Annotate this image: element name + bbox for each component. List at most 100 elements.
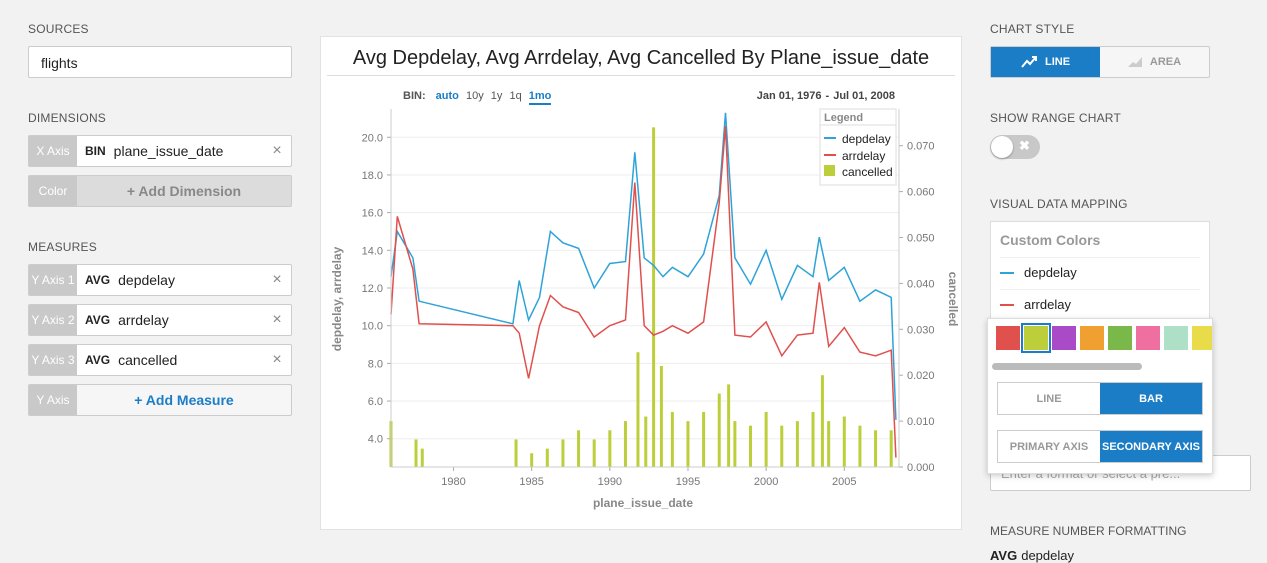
swatch-yellow[interactable] [1192, 326, 1212, 350]
type-bar-button[interactable]: BAR [1100, 383, 1202, 414]
line-arrdelay [390, 125, 897, 458]
mapping-row-arrdelay[interactable]: arrdelay [1000, 289, 1200, 319]
bar-cancelled [702, 411, 706, 467]
bin-option-1mo[interactable]: 1mo [528, 90, 552, 105]
bar-cancelled [874, 430, 878, 467]
remove-measure-icon[interactable]: × [272, 311, 282, 328]
swatch-red[interactable] [996, 326, 1020, 350]
swatch-scrollbar[interactable] [992, 363, 1142, 370]
legend-item-cancelled: cancelled [842, 165, 893, 179]
y-tick-label: 20.0 [362, 132, 383, 144]
primary-axis-button[interactable]: PRIMARY AXIS [1009, 440, 1089, 453]
source-select[interactable]: flights [28, 46, 292, 78]
swatch-mint[interactable] [1164, 326, 1188, 350]
y2-tick-label: 0.010 [907, 416, 935, 428]
range-chart-toggle[interactable]: ✖ [990, 135, 1040, 159]
chart-style-toggle: LINE AREA [990, 46, 1210, 78]
x-tick-label: 1990 [598, 476, 622, 488]
measure-field: arrdelay [118, 312, 169, 328]
bar-cancelled [659, 366, 663, 467]
date-dash: - [825, 90, 830, 102]
bar-cancelled [827, 421, 831, 467]
y2-tick-label: 0.050 [907, 233, 935, 245]
secondary-axis-button[interactable]: SECONDARY AXIS [1100, 431, 1202, 462]
measure-agg[interactable]: AVG [85, 313, 111, 327]
chart-card: Avg Depdelay, Avg Arrdelay, Avg Cancelle… [320, 36, 962, 530]
mapping-label-depdelay: depdelay [1024, 265, 1077, 280]
bar-cancelled [764, 411, 768, 467]
x-tick-label: 1995 [676, 476, 700, 488]
add-dimension-button[interactable]: Color + Add Dimension [28, 175, 292, 207]
swatch-orange[interactable] [1080, 326, 1104, 350]
add-measure-label: + Add Measure [134, 392, 234, 408]
measures-label: MEASURES [28, 240, 97, 254]
y-tick-label: 4.0 [368, 434, 383, 446]
mapping-row-depdelay[interactable]: depdelay [1000, 257, 1200, 287]
y-axis-3-tag: Y Axis 3 [29, 345, 77, 375]
type-line-button[interactable]: LINE [1036, 392, 1062, 405]
color-swatch-depdelay [1000, 271, 1014, 274]
date-start[interactable]: Jan 01, 1976 [756, 90, 822, 102]
measure-agg[interactable]: AVG [85, 353, 111, 367]
chart-style-label: CHART STYLE [990, 22, 1075, 36]
swatch-pink[interactable] [1136, 326, 1160, 350]
bar-cancelled [733, 421, 737, 467]
bar-cancelled [608, 430, 612, 467]
axes: 4.0 6.0 8.0 10.0 12.0 14.0 16.0 18.0 20.0 0.000 0.… [362, 109, 935, 488]
x-tick-label: 1985 [519, 476, 543, 488]
swatch-purple[interactable] [1052, 326, 1076, 350]
bar-cancelled [561, 439, 565, 467]
chart-title: Avg Depdelay, Avg Arrdelay, Avg Cancelle… [352, 47, 930, 69]
measure-y-axis-3[interactable]: Y Axis 3 AVG cancelled × [28, 344, 292, 376]
dimension-x-axis[interactable]: X Axis BIN plane_issue_date × [28, 135, 292, 167]
measure-agg[interactable]: AVG [85, 273, 111, 287]
legend-title: Legend [824, 112, 863, 124]
bar-cancelled [514, 439, 518, 467]
bar-cancelled [889, 430, 893, 467]
remove-measure-icon[interactable]: × [272, 271, 282, 288]
y-tick-label: 6.0 [368, 396, 383, 408]
y-tick-label: 12.0 [362, 283, 383, 295]
color-swatch-arrdelay [1000, 303, 1014, 306]
bin-option-auto[interactable]: auto [435, 90, 459, 102]
y2-tick-label: 0.020 [907, 370, 935, 382]
line-depdelay [390, 112, 897, 420]
mapping-label-arrdelay: arrdelay [1024, 297, 1071, 312]
style-line-button[interactable]: LINE [991, 47, 1100, 77]
chart-svg[interactable]: 4.0 6.0 8.0 10.0 12.0 14.0 16.0 18.0 20.0 0.000 0.… [321, 37, 963, 531]
bin-option-1y[interactable]: 1y [490, 90, 503, 102]
add-measure-button[interactable]: Y Axis + Add Measure [28, 384, 292, 416]
bar-cancelled [820, 375, 824, 467]
y-axis-label: depdelay, arrdelay [330, 246, 344, 351]
toggle-off-icon: ✖ [1019, 138, 1030, 153]
swatch-lime[interactable] [1021, 323, 1051, 353]
measure-y-axis-2[interactable]: Y Axis 2 AVG arrdelay × [28, 304, 292, 336]
y2-axis-label: cancelled [946, 272, 960, 327]
dimension-agg[interactable]: BIN [85, 144, 106, 158]
bar-cancelled [636, 352, 640, 467]
y-tick-label: 14.0 [362, 245, 383, 257]
bin-option-1q[interactable]: 1q [509, 90, 522, 102]
bin-option-10y[interactable]: 10y [465, 90, 484, 102]
y-tick-label: 10.0 [362, 321, 383, 333]
date-end[interactable]: Jul 01, 2008 [833, 90, 895, 102]
x-axis-label: plane_issue_date [593, 496, 693, 510]
remove-measure-icon[interactable]: × [272, 351, 282, 368]
measure-format-item: AVG depdelay [990, 548, 1074, 563]
legend-swatch-arrdelay [824, 154, 836, 156]
bar-cancelled [644, 416, 648, 467]
x-tick-label: 1980 [441, 476, 465, 488]
style-area-button[interactable]: AREA [1100, 47, 1209, 77]
bar-cancelled [717, 393, 721, 467]
bar-cancelled [749, 425, 753, 467]
y2-tick-label: 0.030 [907, 324, 935, 336]
color-swatches [996, 323, 1212, 353]
line-chart-icon [1021, 56, 1037, 68]
area-chart-icon [1127, 57, 1142, 67]
y-tick-label: 8.0 [368, 358, 383, 370]
remove-dimension-icon[interactable]: × [272, 142, 282, 159]
measure-field: cancelled [118, 352, 178, 368]
measure-y-axis-1[interactable]: Y Axis 1 AVG depdelay × [28, 264, 292, 296]
swatch-green[interactable] [1108, 326, 1132, 350]
y-axis-2-tag: Y Axis 2 [29, 305, 77, 335]
